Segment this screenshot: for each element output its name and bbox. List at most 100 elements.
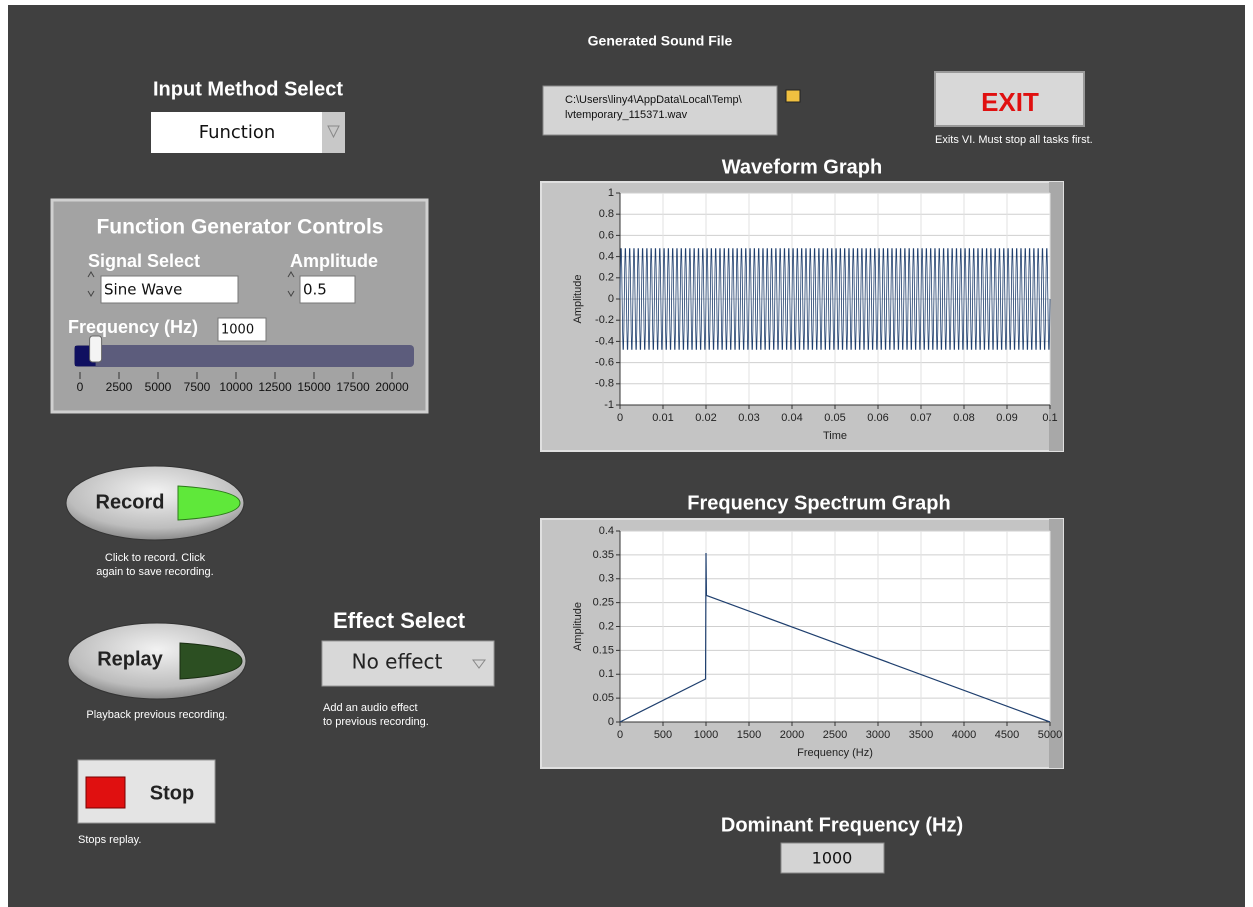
signal-select-value: Sine Wave bbox=[104, 281, 182, 299]
x-tick-label: 500 bbox=[654, 729, 672, 741]
slider-tick-label: 2500 bbox=[106, 380, 133, 394]
x-tick-label: 0.1 bbox=[1042, 412, 1057, 424]
x-tick-label: 0.03 bbox=[738, 412, 759, 424]
input-method-label: Input Method Select bbox=[153, 78, 343, 100]
exit-button[interactable] bbox=[934, 71, 1085, 127]
replay-led bbox=[179, 642, 243, 680]
input-method-value: Function bbox=[199, 122, 276, 143]
record-caption: again to save recording. bbox=[96, 566, 213, 578]
x-tick-label: 4000 bbox=[952, 729, 976, 741]
amplitude-value: 0.5 bbox=[303, 281, 327, 299]
frequency-label: Frequency (Hz) bbox=[68, 317, 198, 337]
dominant-frequency-label: Dominant Frequency (Hz) bbox=[721, 814, 963, 836]
replay-button[interactable] bbox=[67, 622, 247, 700]
slider-tick-label: 5000 bbox=[145, 380, 172, 394]
effect-select-dropdown[interactable] bbox=[321, 640, 495, 687]
y-tick-label: 0.2 bbox=[599, 272, 614, 284]
function-generator-title: Function Generator Controls bbox=[96, 216, 383, 239]
x-tick-label: 1500 bbox=[737, 729, 761, 741]
y-tick-label: -0.6 bbox=[595, 357, 614, 369]
slider-tick-label: 12500 bbox=[258, 380, 292, 394]
signal-spinner[interactable] bbox=[87, 271, 95, 297]
y-axis-label: Amplitude bbox=[572, 275, 584, 324]
amplitude-box[interactable] bbox=[299, 275, 356, 304]
y-tick-label: 1 bbox=[608, 187, 614, 199]
signal-select-label: Signal Select bbox=[88, 251, 200, 271]
x-tick-label: 5000 bbox=[1038, 729, 1062, 741]
x-tick-label: 2500 bbox=[823, 729, 847, 741]
function-generator-panel bbox=[50, 198, 429, 414]
exit-label: EXIT bbox=[981, 87, 1039, 117]
y-tick-label: 0.3 bbox=[599, 573, 614, 585]
exit-caption: Exits VI. Must stop all tasks first. bbox=[935, 134, 1093, 146]
stop-caption: Stops replay. bbox=[78, 834, 141, 846]
effect-caption: Add an audio effect bbox=[323, 702, 418, 714]
dominant-frequency-value: 1000 bbox=[812, 849, 853, 868]
slider-tick-label: 10000 bbox=[219, 380, 253, 394]
slider-tick-label: 0 bbox=[77, 380, 84, 394]
slider-track[interactable] bbox=[74, 345, 414, 367]
x-tick-label: 0 bbox=[617, 412, 623, 424]
x-tick-label: 0.06 bbox=[867, 412, 888, 424]
chart-title: Frequency Spectrum Graph bbox=[687, 492, 950, 514]
slider: 0 2500 5000 7500 10000 12500 15000 17500 20000 bbox=[75, 335, 409, 394]
x-tick-label: 0.01 bbox=[652, 412, 673, 424]
y-tick-label: -0.8 bbox=[595, 378, 614, 390]
y-tick-label: 0 bbox=[608, 716, 614, 728]
dominant-frequency-box bbox=[780, 842, 885, 874]
browse-button[interactable] bbox=[785, 89, 801, 103]
y-tick-label: 0 bbox=[608, 293, 614, 305]
frequency-value: 1000 bbox=[221, 323, 254, 338]
sound-file-path: C:\Users\liny4\AppData\Local\Temp\ bbox=[565, 94, 743, 106]
y-tick-label: 0.15 bbox=[593, 644, 614, 656]
record-caption: Click to record. Click bbox=[105, 552, 206, 564]
y-tick-label: 0.35 bbox=[593, 549, 614, 561]
effect-caption: to previous recording. bbox=[323, 716, 429, 728]
y-tick-label: -1 bbox=[604, 399, 614, 411]
input-method-dropdown[interactable] bbox=[151, 112, 345, 153]
x-tick-label: 2000 bbox=[780, 729, 804, 741]
record-label: Record bbox=[96, 491, 165, 513]
stop-indicator bbox=[85, 776, 126, 809]
effect-select-label: Effect Select bbox=[333, 608, 466, 633]
x-tick-label: 3500 bbox=[909, 729, 933, 741]
graph-frame-edge bbox=[1049, 182, 1063, 451]
y-tick-label: 0.25 bbox=[593, 597, 614, 609]
frequency-box[interactable] bbox=[217, 317, 267, 342]
slider-tick-label: 7500 bbox=[184, 380, 211, 394]
signal-select-box[interactable] bbox=[100, 275, 239, 304]
x-tick-label: 0.05 bbox=[824, 412, 845, 424]
graph-frame-edge bbox=[1049, 519, 1063, 768]
sound-file-label: Generated Sound File bbox=[588, 33, 733, 49]
dropdown-arrow bbox=[472, 659, 486, 669]
slider-tick-label: 15000 bbox=[297, 380, 331, 394]
y-tick-label: -0.2 bbox=[595, 314, 614, 326]
y-axis-label: Amplitude bbox=[572, 602, 584, 651]
x-tick-label: 1000 bbox=[694, 729, 718, 741]
slider-thumb bbox=[89, 335, 103, 363]
spectrum-line bbox=[619, 552, 1051, 723]
amplitude-label: Amplitude bbox=[290, 251, 378, 271]
y-tick-label: 0.8 bbox=[599, 208, 614, 220]
replay-caption: Playback previous recording. bbox=[86, 709, 227, 721]
y-tick-label: -0.4 bbox=[595, 335, 614, 347]
chart-title: Waveform Graph bbox=[722, 156, 882, 178]
slider-tick-label: 20000 bbox=[375, 380, 409, 394]
amplitude-spinner[interactable] bbox=[287, 271, 295, 297]
replay-label: Replay bbox=[97, 648, 163, 670]
slider-tick-label: 17500 bbox=[336, 380, 370, 394]
y-tick-label: 0.05 bbox=[593, 692, 614, 704]
stop-label: Stop bbox=[150, 782, 194, 804]
y-tick-label: 0.6 bbox=[599, 229, 614, 241]
dropdown-arrow-box bbox=[322, 112, 345, 153]
effect-select-value: No effect bbox=[352, 650, 443, 674]
sound-file-box bbox=[542, 85, 778, 136]
x-tick-label: 4500 bbox=[995, 729, 1019, 741]
y-tick-label: 0.2 bbox=[599, 620, 614, 632]
x-axis-label: Time bbox=[823, 430, 847, 442]
record-button[interactable] bbox=[65, 465, 245, 541]
y-tick-label: 0.1 bbox=[599, 668, 614, 680]
y-tick-label: 0.4 bbox=[599, 251, 614, 263]
x-tick-label: 0.02 bbox=[695, 412, 716, 424]
